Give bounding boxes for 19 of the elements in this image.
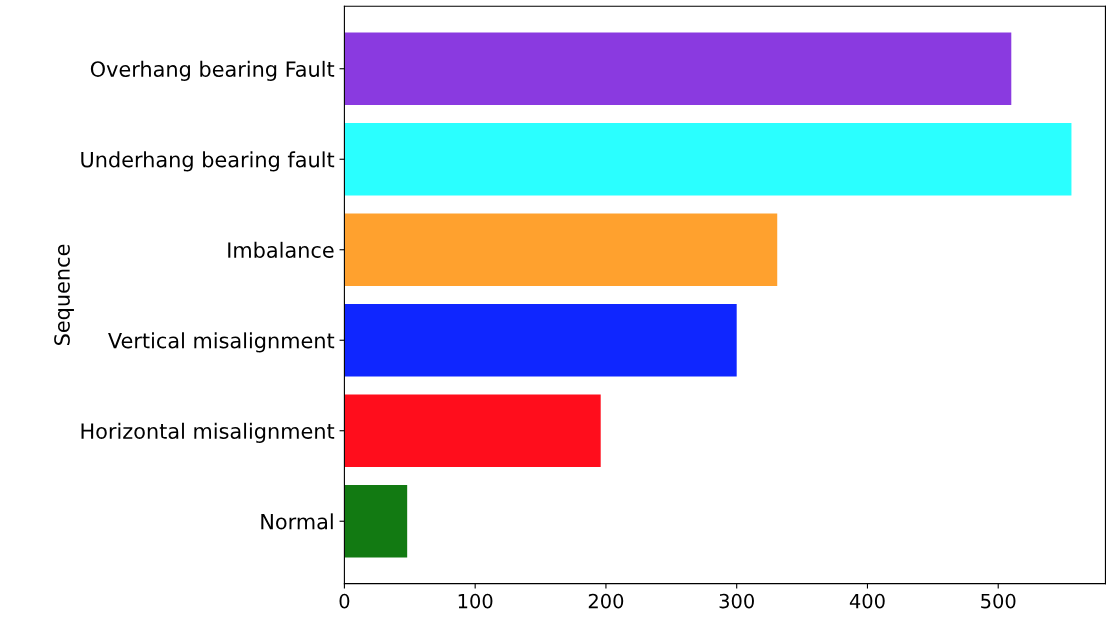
y-tick-label: Imbalance (228, 241, 334, 258)
y-tick-label: Overhang bearing Fault (90, 60, 335, 81)
y-tick-label: Vertical misalignment (108, 332, 335, 353)
y-axis-title: Sequence (54, 244, 74, 345)
bar (344, 123, 1072, 196)
x-tick-label: 400 (849, 593, 885, 609)
x-tick-label: 200 (588, 593, 624, 609)
x-tick-label: 500 (981, 593, 1016, 609)
y-tick-label: Underhang bearing fault (81, 151, 335, 172)
bar (344, 213, 778, 286)
bar (344, 32, 1012, 105)
x-tick-label: 100 (458, 593, 493, 609)
y-tick-label: Normal (261, 513, 333, 530)
x-tick-label: 0 (339, 593, 350, 609)
y-tick-label: Horizontal misalignment (81, 422, 335, 443)
bar (344, 485, 408, 558)
bar (344, 304, 737, 377)
x-tick-label: 300 (719, 593, 754, 609)
bar (344, 394, 601, 467)
